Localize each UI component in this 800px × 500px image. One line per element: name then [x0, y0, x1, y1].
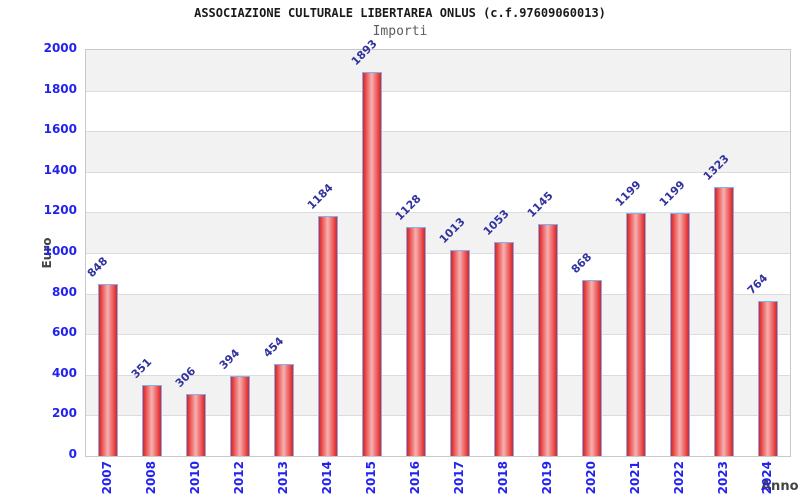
- x-tick-label: 2007: [100, 461, 114, 495]
- bar-2013: [274, 363, 294, 456]
- x-tick-label: 2019: [540, 461, 554, 495]
- gridline: [86, 415, 790, 416]
- x-axis-title: Anno: [761, 479, 799, 494]
- bar-2017: [450, 250, 470, 456]
- gridline: [86, 172, 790, 173]
- bar-2019: [538, 223, 558, 456]
- bar-2010: [186, 393, 206, 456]
- y-tick-label: 400: [51, 365, 77, 380]
- x-tick-label: 2014: [320, 461, 334, 495]
- bar-2015: [362, 71, 382, 456]
- gridline: [86, 253, 790, 254]
- bar-2018: [494, 242, 514, 456]
- bar-2012: [230, 376, 250, 456]
- y-tick-label: 1000: [43, 244, 77, 258]
- y-tick-label: 0: [68, 447, 77, 461]
- chart-subtitle: Importi: [372, 24, 428, 39]
- y-tick-label: 1400: [43, 162, 77, 177]
- x-tick-label: 2024: [760, 461, 774, 495]
- x-tick-label: 2021: [628, 461, 642, 495]
- bar-2007: [98, 283, 118, 456]
- x-tick-label: 2013: [276, 461, 290, 495]
- gridline: [86, 334, 790, 335]
- x-tick-label: 2017: [452, 461, 466, 495]
- x-tick-label: 2018: [496, 461, 510, 495]
- bar-2022: [670, 212, 690, 456]
- bar-2023: [714, 187, 734, 456]
- gridline: [86, 375, 790, 376]
- y-tick-label: 1600: [43, 122, 77, 137]
- bar-2014: [318, 215, 338, 456]
- plot-band: [86, 131, 790, 172]
- y-tick-label: 800: [51, 284, 77, 299]
- x-tick-label: 2022: [672, 461, 686, 495]
- plot-band: [86, 171, 790, 213]
- chart-title: ASSOCIAZIONE CULTURALE LIBERTAREA ONLUS …: [194, 6, 606, 20]
- gridline: [86, 294, 790, 295]
- x-tick-label: 2012: [232, 461, 246, 495]
- gridline: [86, 131, 790, 132]
- bar-2020: [582, 279, 602, 456]
- y-tick-label: 200: [51, 406, 77, 421]
- bar-2016: [406, 227, 426, 456]
- x-tick-label: 2008: [144, 461, 158, 495]
- plot-band: [86, 90, 790, 132]
- x-tick-label: 2015: [364, 461, 378, 495]
- x-tick-label: 2016: [408, 461, 422, 495]
- y-tick-label: 600: [51, 325, 77, 340]
- gridline: [86, 212, 790, 213]
- bar-2021: [626, 212, 646, 456]
- bar-2024: [758, 300, 778, 456]
- bar-2008: [142, 384, 162, 456]
- y-tick-label: 2000: [43, 41, 77, 55]
- x-tick-label: 2010: [188, 461, 202, 495]
- plot-area: 848 351 306 394 454 1184 1893 1128 1013 1053 1145 8…: [85, 37, 791, 457]
- x-tick-label: 2020: [584, 461, 598, 495]
- gridline: [86, 91, 790, 92]
- y-tick-label: 1800: [43, 81, 77, 96]
- plot-band: [86, 50, 790, 91]
- x-tick-label: 2023: [716, 461, 730, 495]
- y-tick-label: 1200: [43, 203, 77, 218]
